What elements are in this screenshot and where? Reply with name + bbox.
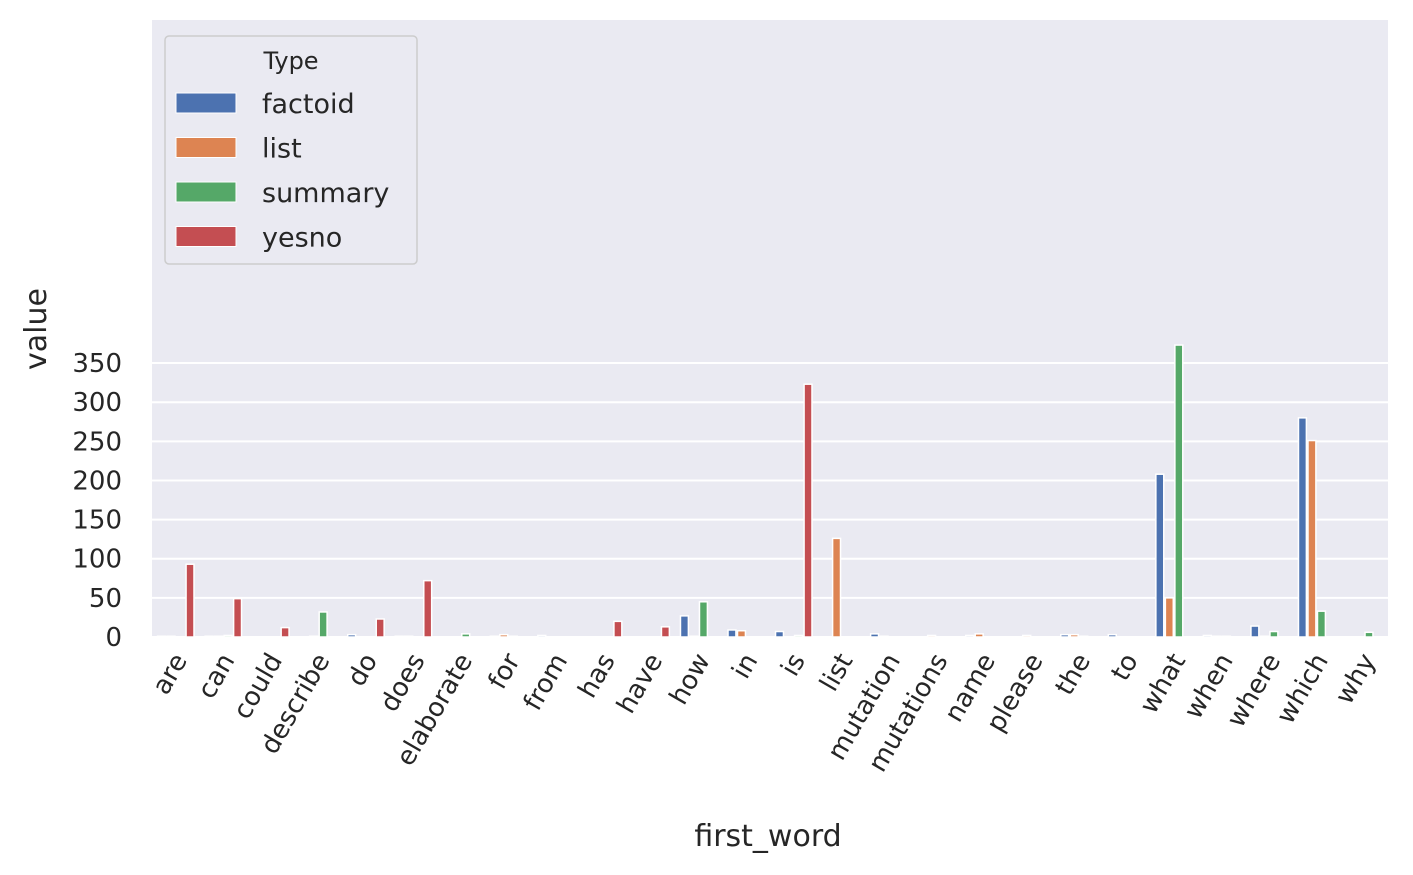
bar-summary-describe [318,611,328,638]
bar-summary-what [1174,344,1184,638]
bar-yesno-does [423,579,433,638]
legend-title: Type [262,47,318,75]
x-tick-label: for [483,648,527,694]
bar-factoid-when [1202,634,1213,638]
y-tick-label: 150 [72,506,122,536]
x-tick-label: are [147,649,194,700]
bar-list-does [404,635,414,638]
x-tick-label: how [664,649,717,710]
bar-list-the [1069,633,1079,638]
bar-factoid-do [346,633,357,638]
y-tick-label: 200 [72,466,122,496]
bar-factoid-can [204,635,214,638]
x-tick-label: have [611,649,669,719]
bar-list-describe [308,635,319,638]
bars [156,344,1374,638]
bar-yesno-do [375,618,385,638]
x-tick-label: from [518,649,574,716]
y-tick-label: 50 [89,584,122,614]
legend-swatch-summary [175,181,237,203]
x-tick-label: list [814,649,859,697]
legend-swatch-yesno [175,226,237,247]
x-tick-label: has [573,649,622,704]
bar-factoid-does [394,635,404,638]
bar-list-mutation [879,635,889,638]
x-tick-label: the [1050,649,1097,701]
bar-list-can [213,635,224,638]
bar-list-how [689,635,699,638]
bar-summary-how [698,601,709,638]
legend-label-summary: summary [262,178,389,209]
bar-summary-which [1316,610,1327,638]
bar-summary-is [793,634,804,638]
bar-list-where [1259,635,1270,638]
bar-list-for [499,633,509,638]
legend-items: factoid list summary yesno [175,89,389,254]
bar-factoid-name [964,634,975,638]
bar-list-please [1022,634,1032,638]
legend-label-list: list [262,134,302,165]
bar-summary-why [1364,631,1374,638]
bar-list-what [1164,597,1175,638]
legend: Type factoid list summary yesno [164,35,418,265]
bar-list-list [831,537,842,638]
y-tick-label: 300 [72,388,122,418]
bar-list-in [736,629,747,638]
bar-factoid-are [156,635,167,638]
bar-list-mutations [926,634,937,638]
bar-factoid-which [1297,417,1308,638]
bar-factoid-what [1155,473,1165,638]
bar-factoid-from [537,634,547,638]
bar-list-name [974,633,984,638]
bar-summary-elaborate [461,633,471,638]
legend-swatch-list [175,137,237,158]
bar-yesno-could [280,626,290,638]
y-tick-label: 100 [72,545,122,575]
bar-factoid-in [727,629,737,638]
bar-factoid-to [1107,633,1117,638]
bar-yesno-are [185,563,195,638]
bar-factoid-the [1060,633,1070,638]
legend-label-factoid: factoid [262,89,355,120]
bar-list-which [1307,439,1317,638]
y-tick-label: 350 [72,349,122,379]
bar-factoid-for [489,635,499,638]
y-axis-title: value [19,288,54,370]
y-tick-label: 250 [72,427,122,457]
bar-list-when [1212,635,1222,638]
bar-yesno-has [613,620,623,638]
bar-factoid-where [1250,625,1260,638]
x-axis-title: first_word [694,819,841,854]
bar-list-are [166,635,176,638]
bar-yesno-have [660,626,671,638]
bar-yesno-can [232,597,243,638]
x-tick-label: can [192,649,241,704]
x-tick-label: is [775,649,811,682]
bar-summary-where [1269,630,1279,638]
bar-summary-the [1079,635,1089,638]
bar-summary-when [1221,635,1232,638]
legend-label-yesno: yesno [262,223,342,254]
y-tick-label: 0 [105,623,122,653]
legend-swatch-factoid [175,92,237,114]
bar-summary-can [223,634,233,638]
x-tick-label: in [726,649,764,685]
x-tick-label: why [1330,649,1383,710]
x-tick-label: do [342,649,384,692]
y-tick-labels: 0 50 100 150 200 250 300 350 [72,349,122,653]
bar-factoid-mutation [869,633,880,638]
x-tick-label: to [1106,649,1145,687]
bar-summary-for [508,635,518,638]
bar-factoid-how [679,615,690,638]
bar-factoid-is [774,630,785,638]
bar-yesno-is [803,383,813,638]
